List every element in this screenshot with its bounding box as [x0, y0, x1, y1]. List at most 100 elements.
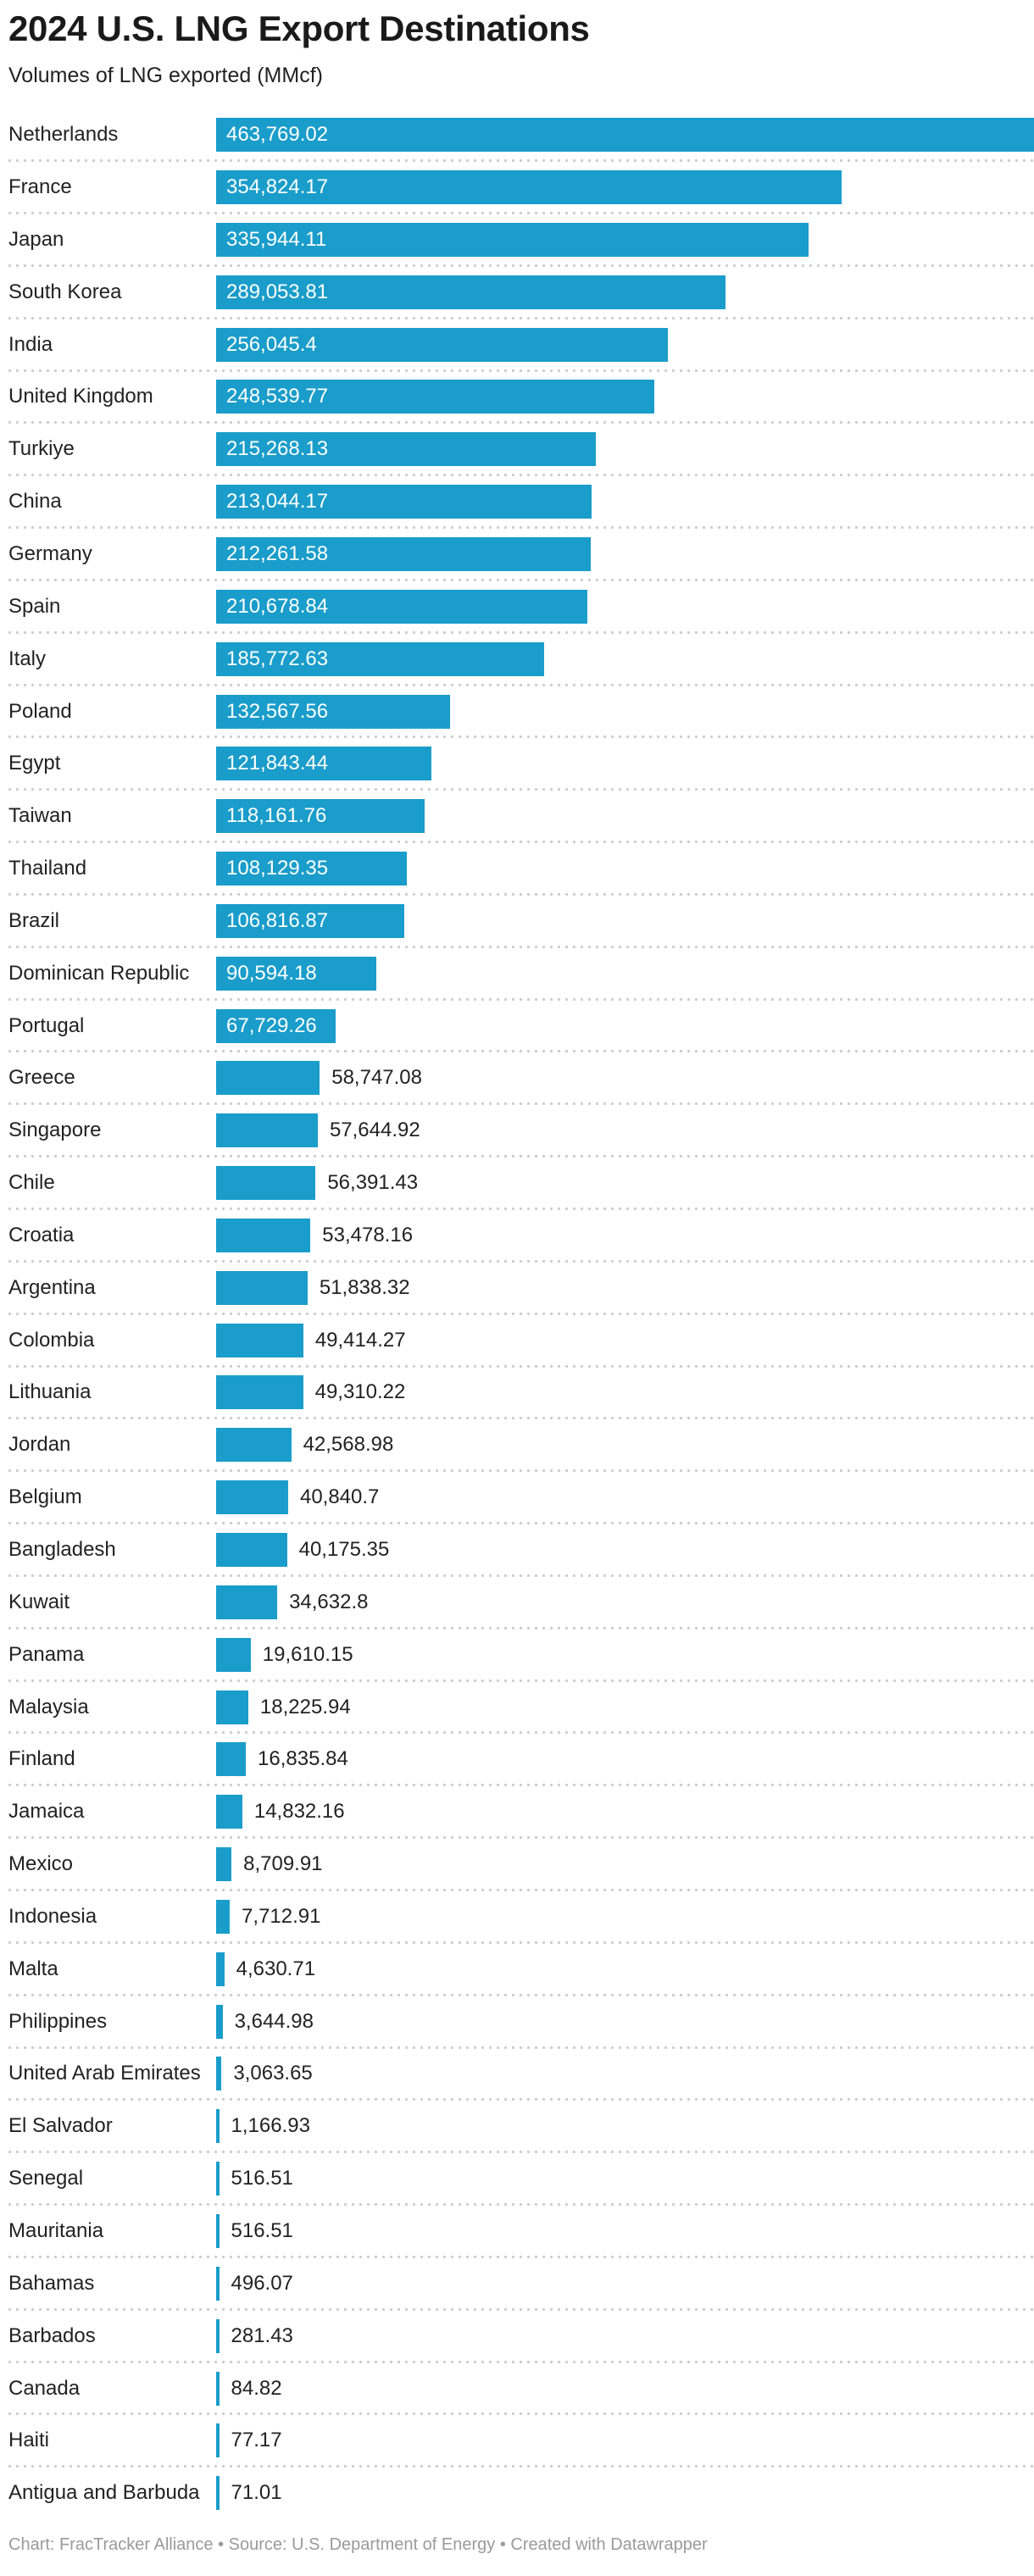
bar[interactable]	[216, 1585, 278, 1619]
bar-area: 67,729.26	[216, 1008, 1034, 1043]
bar-row: United Arab Emirates 3,063.65	[0, 2048, 1034, 2101]
bar-row: Turkiye 215,268.13	[0, 423, 1034, 477]
value-label: 14,832.16	[253, 1800, 345, 1824]
bar-area: 212,261.58	[216, 536, 1034, 571]
country-label: Netherlands	[8, 123, 119, 147]
bar[interactable]	[216, 1061, 320, 1096]
value-label: 516.51	[231, 2218, 293, 2242]
bar[interactable]	[216, 1218, 311, 1252]
bar[interactable]: 132,567.56	[216, 694, 450, 729]
bar[interactable]: 215,268.13	[216, 432, 596, 467]
value-label: 53,478.16	[322, 1223, 414, 1246]
bar[interactable]: 256,045.4	[216, 327, 668, 362]
bar-area: 16,835.84	[216, 1742, 1034, 1777]
bar[interactable]: 289,053.81	[216, 275, 726, 309]
country-label: Singapore	[8, 1119, 102, 1142]
bar[interactable]	[216, 1480, 288, 1515]
bar[interactable]: 213,044.17	[216, 485, 592, 519]
value-label: 106,816.87	[226, 908, 329, 932]
value-label: 51,838.32	[319, 1275, 410, 1299]
bar[interactable]	[216, 2213, 220, 2248]
bar[interactable]	[216, 1637, 251, 1672]
bar[interactable]	[216, 2004, 223, 2039]
bar-row: Philippines 3,644.98	[0, 1996, 1034, 2049]
value-label: 3,644.98	[234, 2009, 314, 2033]
bar[interactable]: 67,729.26	[216, 1008, 336, 1043]
bar-row: Malta 4,630.71	[0, 1943, 1034, 1996]
bar-row: Brazil 106,816.87	[0, 895, 1034, 948]
bar[interactable]	[216, 1428, 292, 1463]
bar-area: 53,478.16	[216, 1218, 1034, 1252]
bar[interactable]	[216, 2318, 220, 2353]
bar-area: 49,310.22	[216, 1375, 1034, 1410]
value-label: 71.01	[231, 2481, 282, 2505]
bar[interactable]	[216, 1166, 316, 1201]
bar[interactable]	[216, 2371, 220, 2406]
value-label: 42,568.98	[303, 1433, 394, 1457]
bar[interactable]	[216, 1690, 248, 1724]
bar-area: 42,568.98	[216, 1428, 1034, 1463]
bar[interactable]	[216, 1270, 308, 1305]
bar[interactable]	[216, 2162, 220, 2196]
bar-row: Dominican Republic 90,594.18	[0, 947, 1034, 1001]
bar-row: Jordan 42,568.98	[0, 1418, 1034, 1473]
bar[interactable]	[216, 1847, 232, 1882]
bar-area: 121,843.44	[216, 747, 1034, 781]
bar[interactable]: 90,594.18	[216, 956, 376, 991]
bar-row: Malaysia 18,225.94	[0, 1681, 1034, 1735]
value-label: 90,594.18	[226, 961, 317, 985]
country-label: El Salvador	[8, 2114, 113, 2138]
value-label: 77.17	[231, 2429, 282, 2452]
bar-area: 496.07	[216, 2266, 1034, 2301]
value-label: 56,391.43	[327, 1171, 419, 1195]
bar[interactable]: 108,129.35	[216, 852, 407, 886]
bar[interactable]: 106,816.87	[216, 903, 405, 938]
country-label: Barbados	[8, 2323, 96, 2347]
bar-area: 57,644.92	[216, 1113, 1034, 1148]
value-label: 212,261.58	[226, 541, 329, 565]
bar[interactable]	[216, 1899, 231, 1934]
bar-row: Taiwan 118,161.76	[0, 790, 1034, 843]
country-label: Thailand	[8, 857, 87, 880]
bar-area: 4,630.71	[216, 1951, 1034, 1986]
country-label: Spain	[8, 594, 61, 618]
bar-area: 516.51	[216, 2162, 1034, 2196]
bar[interactable]: 185,772.63	[216, 641, 544, 676]
bar[interactable]: 121,843.44	[216, 747, 431, 781]
bar[interactable]	[216, 2476, 220, 2511]
country-label: Bahamas	[8, 2271, 95, 2295]
bar[interactable]: 335,944.11	[216, 222, 809, 257]
country-label: Haiti	[8, 2429, 50, 2452]
value-label: 132,567.56	[226, 699, 329, 723]
bar[interactable]	[216, 2109, 220, 2144]
chart-subtitle: Volumes of LNG exported (MMcf)	[8, 64, 323, 88]
bar[interactable]: 354,824.17	[216, 170, 842, 205]
country-label: Panama	[8, 1642, 85, 1666]
bar-area: 215,268.13	[216, 432, 1034, 467]
bar[interactable]: 212,261.58	[216, 536, 591, 571]
bar[interactable]	[216, 1951, 225, 1986]
bar[interactable]	[216, 2266, 220, 2301]
bar[interactable]: 210,678.84	[216, 589, 588, 624]
bar-area: 354,824.17	[216, 170, 1034, 205]
bar[interactable]	[216, 2057, 222, 2091]
bar[interactable]: 248,539.77	[216, 380, 655, 414]
country-label: Bangladesh	[8, 1538, 116, 1561]
bar-area: 213,044.17	[216, 485, 1034, 519]
bar[interactable]: 463,769.02	[216, 118, 1034, 153]
bar[interactable]	[216, 1375, 303, 1410]
bar[interactable]	[216, 1795, 242, 1829]
bar[interactable]	[216, 1742, 247, 1777]
bar[interactable]	[216, 1323, 303, 1357]
country-label: Jamaica	[8, 1800, 85, 1824]
bar[interactable]	[216, 2423, 220, 2458]
value-label: 121,843.44	[226, 752, 329, 775]
country-label: Mexico	[8, 1852, 74, 1876]
bar[interactable]	[216, 1533, 287, 1567]
bar-row: Croatia 53,478.16	[0, 1209, 1034, 1263]
bar[interactable]: 118,161.76	[216, 799, 425, 834]
bar-row: Antigua and Barbuda 71.01	[0, 2467, 1034, 2519]
bar-area: 58,747.08	[216, 1061, 1034, 1096]
country-label: Jordan	[8, 1433, 71, 1457]
bar[interactable]	[216, 1113, 318, 1148]
